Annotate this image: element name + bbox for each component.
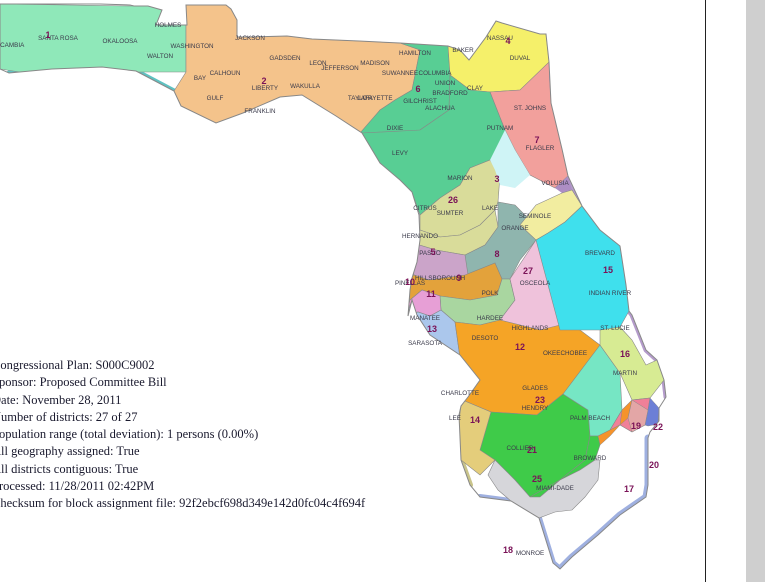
svg-text:19: 19 xyxy=(631,421,641,431)
svg-text:OKALOOSA: OKALOOSA xyxy=(103,38,139,45)
svg-text:MARTIN: MARTIN xyxy=(613,370,637,377)
svg-text:BROWARD: BROWARD xyxy=(574,455,607,462)
svg-text:MADISON: MADISON xyxy=(360,60,390,67)
svg-text:BAKER: BAKER xyxy=(452,47,474,54)
svg-text:PALM BEACH: PALM BEACH xyxy=(570,415,611,422)
svg-text:JACKSON: JACKSON xyxy=(235,35,265,42)
svg-text:23: 23 xyxy=(535,395,545,405)
svg-text:BAY: BAY xyxy=(194,75,207,82)
svg-text:FLAGLER: FLAGLER xyxy=(526,145,555,152)
svg-text:HAMILTON: HAMILTON xyxy=(399,50,431,57)
svg-text:ALACHUA: ALACHUA xyxy=(425,105,456,112)
svg-text:GULF: GULF xyxy=(207,95,224,102)
svg-text:MANATEE: MANATEE xyxy=(410,315,440,322)
svg-text:1: 1 xyxy=(45,30,50,40)
svg-text:MIAMI-DADE: MIAMI-DADE xyxy=(536,485,574,492)
svg-text:6: 6 xyxy=(415,84,420,94)
svg-text:WASHINGTON: WASHINGTON xyxy=(170,43,213,50)
svg-text:ORANGE: ORANGE xyxy=(501,225,528,232)
svg-text:LAKE: LAKE xyxy=(482,205,498,212)
svg-text:CITRUS: CITRUS xyxy=(413,205,436,212)
svg-text:2: 2 xyxy=(261,76,266,86)
svg-text:21: 21 xyxy=(527,445,537,455)
svg-text:POLK: POLK xyxy=(482,290,500,297)
svg-text:SUWANNEE: SUWANNEE xyxy=(382,70,418,77)
svg-text:17: 17 xyxy=(624,484,634,494)
svg-text:ESCAMBIA: ESCAMBIA xyxy=(0,42,25,49)
svg-text:5: 5 xyxy=(430,247,435,257)
svg-text:HERNANDO: HERNANDO xyxy=(402,233,438,240)
svg-text:HIGHLANDS: HIGHLANDS xyxy=(512,325,549,332)
svg-text:BREVARD: BREVARD xyxy=(585,250,615,257)
svg-text:BRADFORD: BRADFORD xyxy=(432,90,468,97)
svg-text:SUMTER: SUMTER xyxy=(437,210,464,217)
svg-text:WAKULLA: WAKULLA xyxy=(290,83,321,90)
svg-text:25: 25 xyxy=(532,474,542,484)
svg-text:11: 11 xyxy=(426,289,436,299)
svg-text:26: 26 xyxy=(448,195,458,205)
svg-text:LAFAYETTE: LAFAYETTE xyxy=(357,95,392,102)
svg-text:SEMINOLE: SEMINOLE xyxy=(519,213,552,220)
svg-text:VOLUSIA: VOLUSIA xyxy=(541,180,569,187)
svg-text:LEVY: LEVY xyxy=(392,150,409,157)
svg-text:15: 15 xyxy=(603,265,613,275)
svg-text:CLAY: CLAY xyxy=(467,85,484,92)
svg-text:4: 4 xyxy=(505,36,510,46)
svg-text:FRANKLIN: FRANKLIN xyxy=(244,108,276,115)
svg-text:3: 3 xyxy=(494,174,499,184)
svg-text:INDIAN RIVER: INDIAN RIVER xyxy=(589,290,632,297)
svg-text:ST. LUCIE: ST. LUCIE xyxy=(600,325,629,332)
svg-text:27: 27 xyxy=(523,266,533,276)
svg-text:CHARLOTTE: CHARLOTTE xyxy=(441,390,479,397)
svg-text:UNION: UNION xyxy=(435,80,456,87)
svg-text:SANTA ROSA: SANTA ROSA xyxy=(38,35,79,42)
svg-text:GADSDEN: GADSDEN xyxy=(269,55,301,62)
svg-text:ST. JOHNS: ST. JOHNS xyxy=(514,105,546,112)
svg-text:JEFFERSON: JEFFERSON xyxy=(321,65,359,72)
svg-text:PUTNAM: PUTNAM xyxy=(487,125,514,132)
svg-text:DIXIE: DIXIE xyxy=(387,125,403,132)
svg-text:MARION: MARION xyxy=(447,175,473,182)
svg-text:DESOTO: DESOTO xyxy=(472,335,499,342)
svg-text:GLADES: GLADES xyxy=(522,385,548,392)
svg-text:COLUMBIA: COLUMBIA xyxy=(419,70,453,77)
svg-text:20: 20 xyxy=(649,460,659,470)
svg-text:LIBERTY: LIBERTY xyxy=(252,85,279,92)
svg-text:7: 7 xyxy=(534,135,539,145)
svg-text:DUVAL: DUVAL xyxy=(510,55,531,62)
svg-text:16: 16 xyxy=(620,349,630,359)
svg-text:GILCHRIST: GILCHRIST xyxy=(403,98,437,105)
svg-text:8: 8 xyxy=(494,249,499,259)
svg-text:MONROE: MONROE xyxy=(516,550,544,557)
svg-text:13: 13 xyxy=(427,324,437,334)
svg-text:18: 18 xyxy=(503,545,513,555)
svg-text:LEE: LEE xyxy=(449,415,461,422)
svg-text:14: 14 xyxy=(470,415,480,425)
svg-text:OSCEOLA: OSCEOLA xyxy=(520,280,551,287)
svg-text:10: 10 xyxy=(405,277,415,287)
svg-text:22: 22 xyxy=(653,422,663,432)
svg-text:9: 9 xyxy=(456,273,461,283)
svg-text:OKEECHOBEE: OKEECHOBEE xyxy=(543,350,587,357)
svg-text:12: 12 xyxy=(515,342,525,352)
svg-text:HOLMES: HOLMES xyxy=(155,22,182,29)
svg-text:WALTON: WALTON xyxy=(147,53,174,60)
svg-text:HENDRY: HENDRY xyxy=(522,405,549,412)
svg-text:HARDEE: HARDEE xyxy=(477,315,503,322)
svg-text:SARASOTA: SARASOTA xyxy=(408,340,443,347)
svg-text:CALHOUN: CALHOUN xyxy=(210,70,241,77)
